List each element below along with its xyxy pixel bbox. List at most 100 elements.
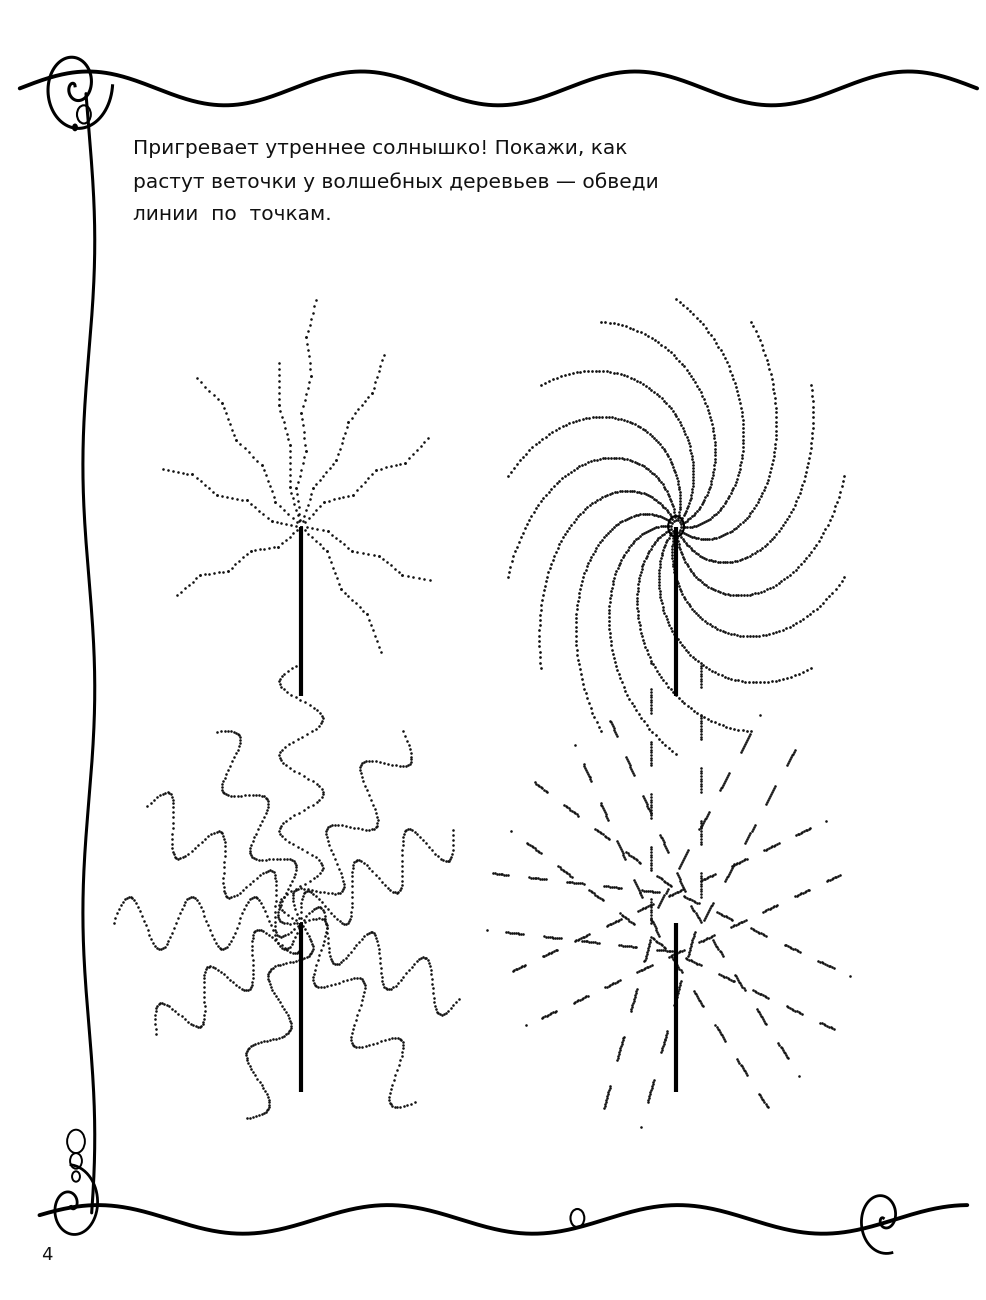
Point [537, 945, 553, 966]
Point [728, 517, 743, 538]
Point [343, 407, 359, 428]
Point [553, 530, 569, 551]
Point [833, 571, 849, 592]
Point [738, 1062, 753, 1083]
Point [259, 1087, 275, 1108]
Point [711, 963, 727, 984]
Point [366, 545, 382, 566]
Point [245, 945, 260, 966]
Point [356, 751, 372, 772]
Point [692, 871, 708, 892]
Point [344, 1023, 360, 1044]
Point [148, 1005, 164, 1026]
Point [364, 464, 380, 485]
Point [668, 627, 683, 647]
Point [700, 549, 716, 569]
Point [573, 668, 589, 689]
Point [117, 889, 133, 910]
Point [634, 880, 650, 901]
Point [724, 909, 740, 930]
Point [152, 993, 168, 1014]
Point [643, 747, 659, 768]
Point [652, 584, 668, 605]
Point [646, 517, 662, 538]
Point [592, 532, 607, 552]
Point [301, 797, 317, 818]
Point [349, 480, 365, 500]
Point [659, 339, 674, 360]
Point [666, 502, 681, 523]
Point [190, 835, 206, 855]
Point [291, 511, 307, 532]
Point [661, 615, 676, 636]
Point [369, 810, 385, 831]
Point [397, 755, 413, 776]
Point [779, 753, 795, 774]
Point [580, 452, 596, 473]
Point [651, 940, 667, 961]
Point [218, 403, 234, 424]
Point [350, 818, 366, 839]
Point [823, 957, 839, 978]
Point [271, 359, 287, 380]
Point [699, 399, 715, 420]
Point [662, 875, 677, 896]
Point [692, 887, 708, 907]
Point [700, 321, 716, 342]
Point [643, 784, 659, 805]
Point [368, 751, 384, 772]
Point [669, 942, 684, 963]
Point [580, 763, 596, 784]
Point [626, 451, 642, 472]
Point [155, 937, 171, 958]
Point [164, 922, 179, 942]
Point [637, 547, 653, 568]
Point [274, 533, 290, 554]
Point [682, 442, 698, 463]
Point [751, 705, 767, 725]
Point [654, 437, 669, 458]
Point [682, 896, 698, 916]
Point [600, 407, 616, 428]
Point [651, 386, 667, 407]
Point [390, 881, 406, 902]
Point [581, 693, 597, 714]
Point [290, 879, 306, 900]
Point [643, 841, 659, 862]
Point [219, 887, 235, 907]
Point [351, 931, 367, 952]
Point [671, 490, 687, 511]
Point [566, 872, 582, 893]
Point [763, 671, 779, 692]
Point [261, 538, 277, 559]
Point [251, 864, 267, 885]
Point [270, 395, 286, 416]
Point [197, 828, 213, 849]
Point [258, 905, 274, 926]
Point [664, 884, 679, 905]
Point [648, 517, 664, 538]
Point [824, 500, 840, 521]
Point [304, 517, 319, 538]
Point [264, 920, 280, 941]
Point [565, 511, 581, 532]
Point [286, 494, 302, 515]
Point [640, 459, 656, 480]
Point [804, 391, 819, 412]
Point [630, 504, 646, 525]
Point [692, 768, 708, 789]
Point [376, 344, 391, 365]
Point [716, 966, 732, 987]
Point [692, 779, 708, 800]
Point [735, 425, 750, 446]
Point [695, 996, 711, 1017]
Point [170, 462, 185, 482]
Point [768, 407, 784, 428]
Point [684, 563, 700, 584]
Point [271, 671, 287, 692]
Point [808, 534, 823, 555]
Point [270, 389, 286, 410]
Point [305, 909, 320, 930]
Point [717, 552, 733, 573]
Point [648, 429, 664, 450]
